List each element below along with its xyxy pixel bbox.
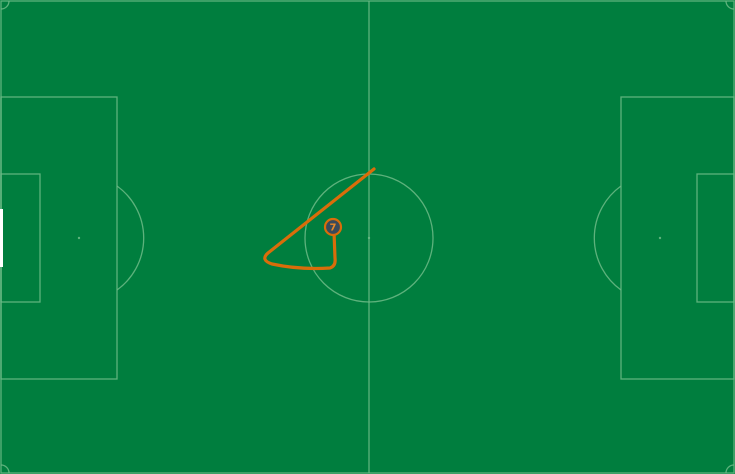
corner-arc-bottom-right xyxy=(725,464,735,474)
player-marker[interactable]: 7 xyxy=(323,217,343,237)
player-number: 7 xyxy=(330,223,337,234)
corner-arc-top-left xyxy=(0,0,10,10)
corner-arc-top-right xyxy=(725,0,735,10)
player-movement-trail xyxy=(263,167,376,271)
right-penalty-arc xyxy=(593,185,622,291)
centre-spot xyxy=(367,236,371,240)
right-penalty-spot xyxy=(658,236,662,240)
corner-arc-bottom-left xyxy=(0,464,10,474)
left-goal-marker xyxy=(0,209,3,267)
left-penalty-spot xyxy=(77,236,81,240)
player-dot[interactable] xyxy=(323,217,343,237)
right-goal-area xyxy=(696,173,735,303)
left-penalty-arc xyxy=(116,185,145,291)
